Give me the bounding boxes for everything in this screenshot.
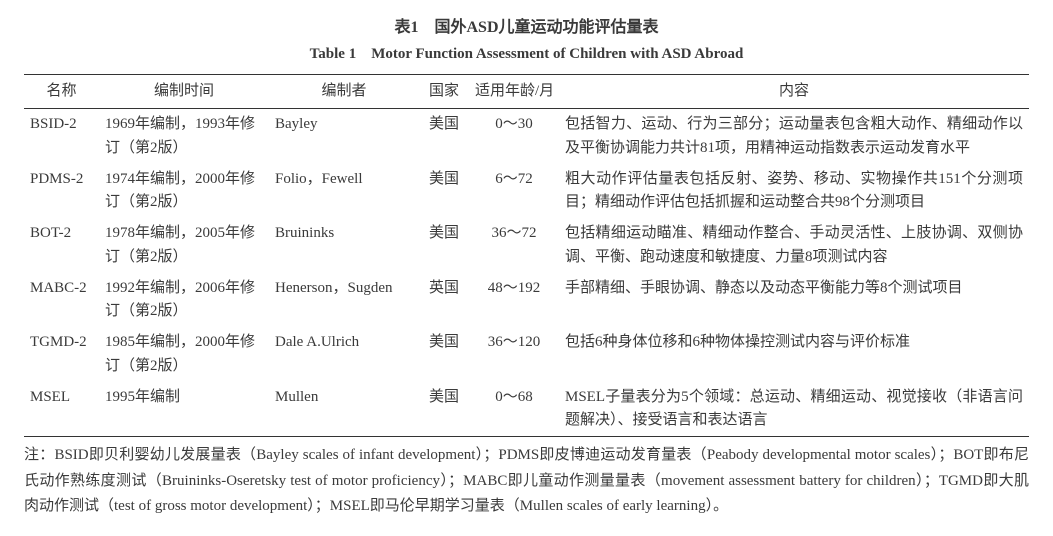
- cell-country: 英国: [419, 273, 469, 328]
- cell-name: BOT-2: [24, 218, 99, 273]
- cell-age: 48～192: [469, 273, 559, 328]
- cell-author: Bruininks: [269, 218, 419, 273]
- table-row: MABC-21992年编制，2006年修订（第2版）Henerson，Sugde…: [24, 273, 1029, 328]
- col-content: 内容: [559, 75, 1029, 109]
- cell-author: Henerson，Sugden: [269, 273, 419, 328]
- cell-content: 包括6种身体位移和6种物体操控测试内容与评价标准: [559, 327, 1029, 382]
- cell-date: 1992年编制，2006年修订（第2版）: [99, 273, 269, 328]
- cell-author: Folio，Fewell: [269, 164, 419, 219]
- table-footnote: 注：BSID即贝利婴幼儿发展量表（Bayley scales of infant…: [24, 443, 1029, 520]
- cell-name: MSEL: [24, 382, 99, 437]
- table-row: TGMD-21985年编制，2000年修订（第2版）Dale A.Ulrich美…: [24, 327, 1029, 382]
- cell-name: TGMD-2: [24, 327, 99, 382]
- cell-country: 美国: [419, 109, 469, 164]
- cell-content: 包括智力、运动、行为三部分；运动量表包含粗大动作、精细动作以及平衡协调能力共计8…: [559, 109, 1029, 164]
- cell-content: 手部精细、手眼协调、静态以及动态平衡能力等8个测试项目: [559, 273, 1029, 328]
- cell-author: Mullen: [269, 382, 419, 437]
- col-date: 编制时间: [99, 75, 269, 109]
- cell-name: PDMS-2: [24, 164, 99, 219]
- cell-author: Dale A.Ulrich: [269, 327, 419, 382]
- cell-age: 0～30: [469, 109, 559, 164]
- table-row: MSEL1995年编制Mullen美国0～68MSEL子量表分为5个领域：总运动…: [24, 382, 1029, 437]
- col-country: 国家: [419, 75, 469, 109]
- cell-date: 1969年编制，1993年修订（第2版）: [99, 109, 269, 164]
- cell-content: 粗大动作评估量表包括反射、姿势、移动、实物操作共151个分测项目；精细动作评估包…: [559, 164, 1029, 219]
- cell-date: 1978年编制，2005年修订（第2版）: [99, 218, 269, 273]
- cell-country: 美国: [419, 327, 469, 382]
- cell-age: 36～72: [469, 218, 559, 273]
- cell-country: 美国: [419, 382, 469, 437]
- cell-content: MSEL子量表分为5个领域：总运动、精细运动、视觉接收（非语言问题解决）、接受语…: [559, 382, 1029, 437]
- col-name: 名称: [24, 75, 99, 109]
- cell-date: 1995年编制: [99, 382, 269, 437]
- cell-author: Bayley: [269, 109, 419, 164]
- table-title-zh: 表1 国外ASD儿童运动功能评估量表: [24, 16, 1029, 41]
- cell-country: 美国: [419, 164, 469, 219]
- cell-name: MABC-2: [24, 273, 99, 328]
- assessment-table: 名称 编制时间 编制者 国家 适用年龄/月 内容 BSID-21969年编制，1…: [24, 74, 1029, 437]
- table-header-row: 名称 编制时间 编制者 国家 适用年龄/月 内容: [24, 75, 1029, 109]
- cell-age: 0～68: [469, 382, 559, 437]
- cell-age: 6～72: [469, 164, 559, 219]
- cell-date: 1985年编制，2000年修订（第2版）: [99, 327, 269, 382]
- cell-date: 1974年编制，2000年修订（第2版）: [99, 164, 269, 219]
- table-row: PDMS-21974年编制，2000年修订（第2版）Folio，Fewell美国…: [24, 164, 1029, 219]
- cell-country: 美国: [419, 218, 469, 273]
- table-row: BSID-21969年编制，1993年修订（第2版）Bayley美国0～30包括…: [24, 109, 1029, 164]
- table-row: BOT-21978年编制，2005年修订（第2版）Bruininks美国36～7…: [24, 218, 1029, 273]
- cell-name: BSID-2: [24, 109, 99, 164]
- cell-age: 36～120: [469, 327, 559, 382]
- col-age: 适用年龄/月: [469, 75, 559, 109]
- col-author: 编制者: [269, 75, 419, 109]
- cell-content: 包括精细运动瞄准、精细动作整合、手动灵活性、上肢协调、双侧协调、平衡、跑动速度和…: [559, 218, 1029, 273]
- table-title-en: Table 1 Motor Function Assessment of Chi…: [24, 43, 1029, 66]
